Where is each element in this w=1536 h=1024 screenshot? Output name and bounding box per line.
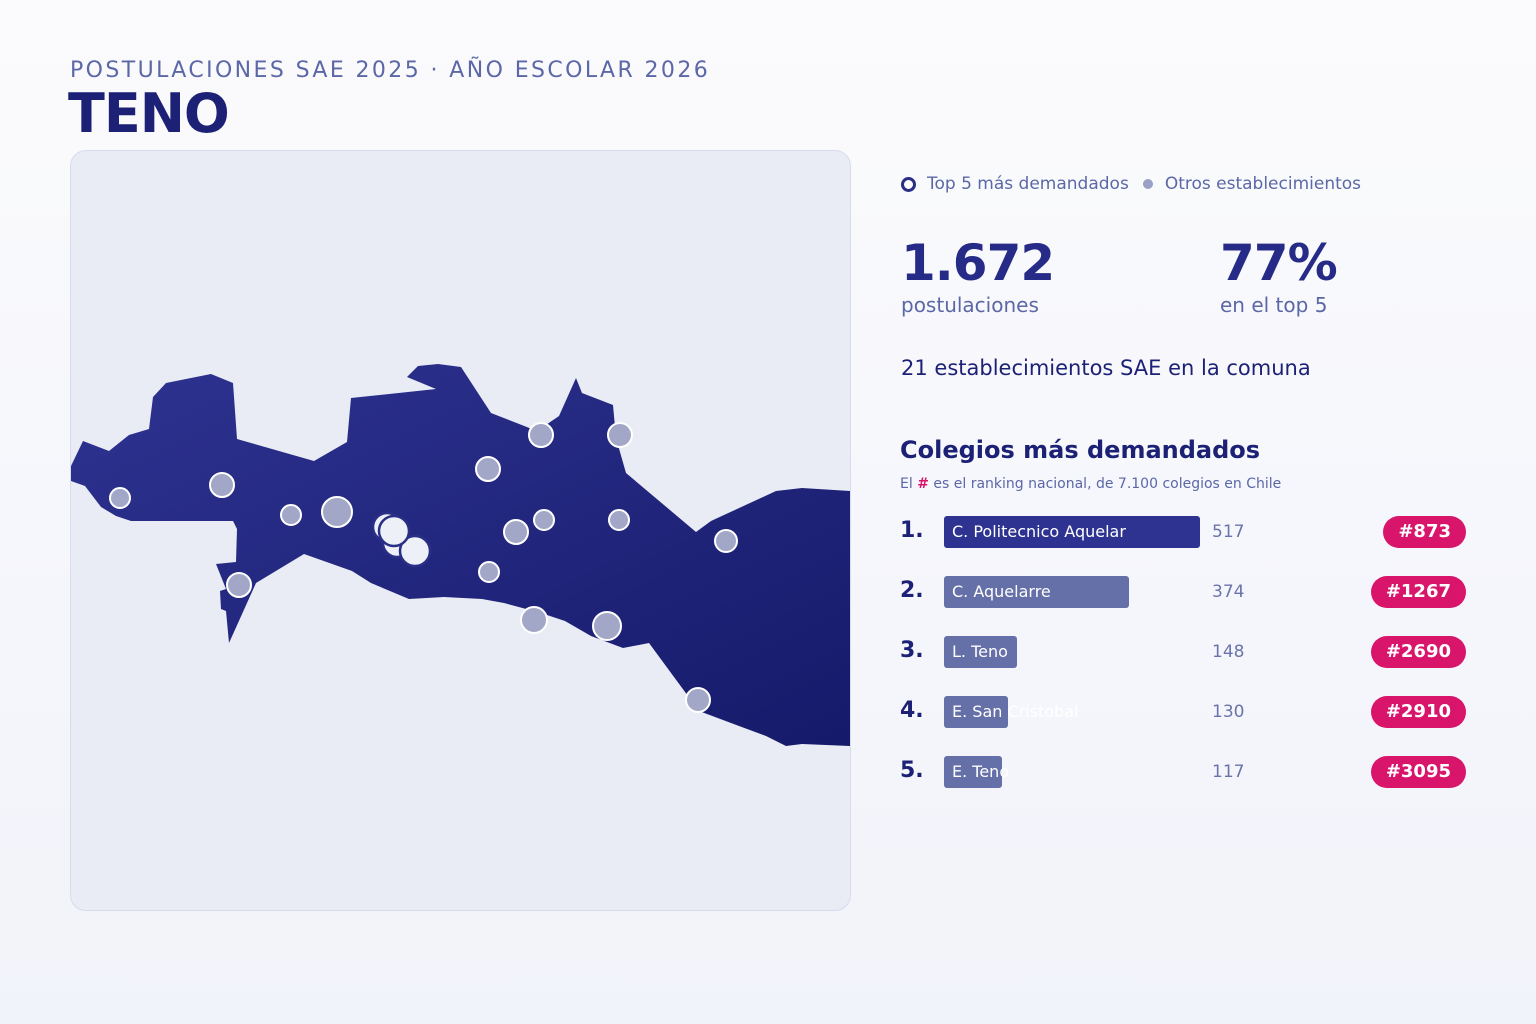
ranking-value: 517 (1212, 522, 1245, 542)
school-marker[interactable] (109, 487, 131, 509)
ranking-subtitle: El # es el ranking nacional, de 7.100 co… (900, 476, 1281, 492)
school-marker[interactable] (226, 572, 252, 598)
ranking-row[interactable]: 2. C. Aquelarre 374 #1267 (900, 576, 1466, 610)
school-marker[interactable] (592, 611, 622, 641)
top5-ring-icon (901, 176, 916, 192)
ranking-row[interactable]: 5. E. Teno 117 #3095 (900, 756, 1466, 790)
legend-top5-label: Top 5 más demandados (927, 174, 1129, 194)
map-panel[interactable] (70, 150, 851, 911)
ranking-badge: #2690 (1370, 636, 1466, 668)
ranking-bar (944, 636, 1017, 668)
ranking-row[interactable]: 3. L. Teno 148 #2690 (900, 636, 1466, 670)
ranking-position: 5. (900, 758, 924, 783)
school-marker[interactable] (533, 509, 555, 531)
ranking-badge: #2910 (1370, 696, 1466, 728)
ranking-bar (944, 696, 1008, 728)
ranking-value: 117 (1212, 762, 1245, 782)
stat-applications-label: postulaciones (901, 293, 1039, 317)
map-markers (109, 422, 738, 713)
ranking-school-name: E. Teno (952, 762, 1010, 781)
school-marker[interactable] (528, 422, 554, 448)
establishments-count: 21 establecimientos SAE en la comuna (901, 356, 1311, 380)
ranking-bar (944, 576, 1129, 608)
stat-top5-value: 77% (1220, 234, 1338, 292)
others-dot-icon (1142, 179, 1153, 189)
page-kicker: POSTULACIONES SAE 2025 · AÑO ESCOLAR 202… (70, 58, 711, 83)
ranking-position: 4. (900, 698, 924, 723)
stat-applications-value: 1.672 (901, 234, 1055, 292)
ranking-school-name: L. Teno (952, 642, 1008, 661)
ranking-badge: #1267 (1370, 576, 1466, 608)
ranking-school-name: C. Aquelarre (952, 582, 1051, 601)
ranking-row[interactable]: 1. C. Politecnico Aquelar 517 #873 (900, 516, 1466, 550)
school-marker[interactable] (478, 561, 500, 583)
ranking-position: 1. (900, 518, 924, 543)
ranking-title: Colegios más demandados (900, 436, 1261, 464)
legend-others-label: Otros establecimientos (1164, 174, 1362, 194)
stat-top5-label: en el top 5 (1220, 293, 1328, 317)
commune-shape (71, 364, 850, 746)
ranking-value: 374 (1212, 582, 1245, 602)
ranking-badge: #873 (1383, 516, 1466, 548)
ranking-bar (944, 516, 1200, 548)
ranking-position: 2. (900, 578, 924, 603)
ranking-subtitle-hash: # (917, 476, 929, 492)
top5-school-marker[interactable] (398, 534, 432, 568)
ranking-row[interactable]: 4. E. San Cristobal 130 #2910 (900, 696, 1466, 730)
ranking-school-name: C. Politecnico Aquelar (952, 522, 1126, 541)
ranking-subtitle-suffix: es el ranking nacional, de 7.100 colegio… (933, 476, 1282, 492)
page-title: TENO (68, 82, 230, 145)
commune-map[interactable] (71, 151, 850, 910)
ranking-position: 3. (900, 638, 924, 663)
ranking-value: 148 (1212, 642, 1245, 662)
map-legend: Top 5 más demandados Otros establecimien… (901, 174, 1361, 194)
school-marker[interactable] (209, 472, 235, 498)
top5-school-marker[interactable] (377, 514, 411, 548)
school-marker[interactable] (714, 529, 738, 553)
school-marker[interactable] (280, 504, 302, 526)
school-marker[interactable] (685, 687, 711, 713)
ranking-school-name: E. San Cristobal (952, 702, 1079, 721)
school-marker[interactable] (321, 496, 353, 528)
school-marker[interactable] (608, 509, 630, 531)
ranking-subtitle-prefix: El (900, 476, 913, 492)
ranking-badge: #3095 (1370, 756, 1466, 788)
school-marker[interactable] (503, 519, 529, 545)
ranking-bar (944, 756, 1002, 788)
ranking-value: 130 (1212, 702, 1245, 722)
school-marker[interactable] (475, 456, 501, 482)
school-marker[interactable] (520, 606, 548, 634)
school-marker[interactable] (607, 422, 633, 448)
